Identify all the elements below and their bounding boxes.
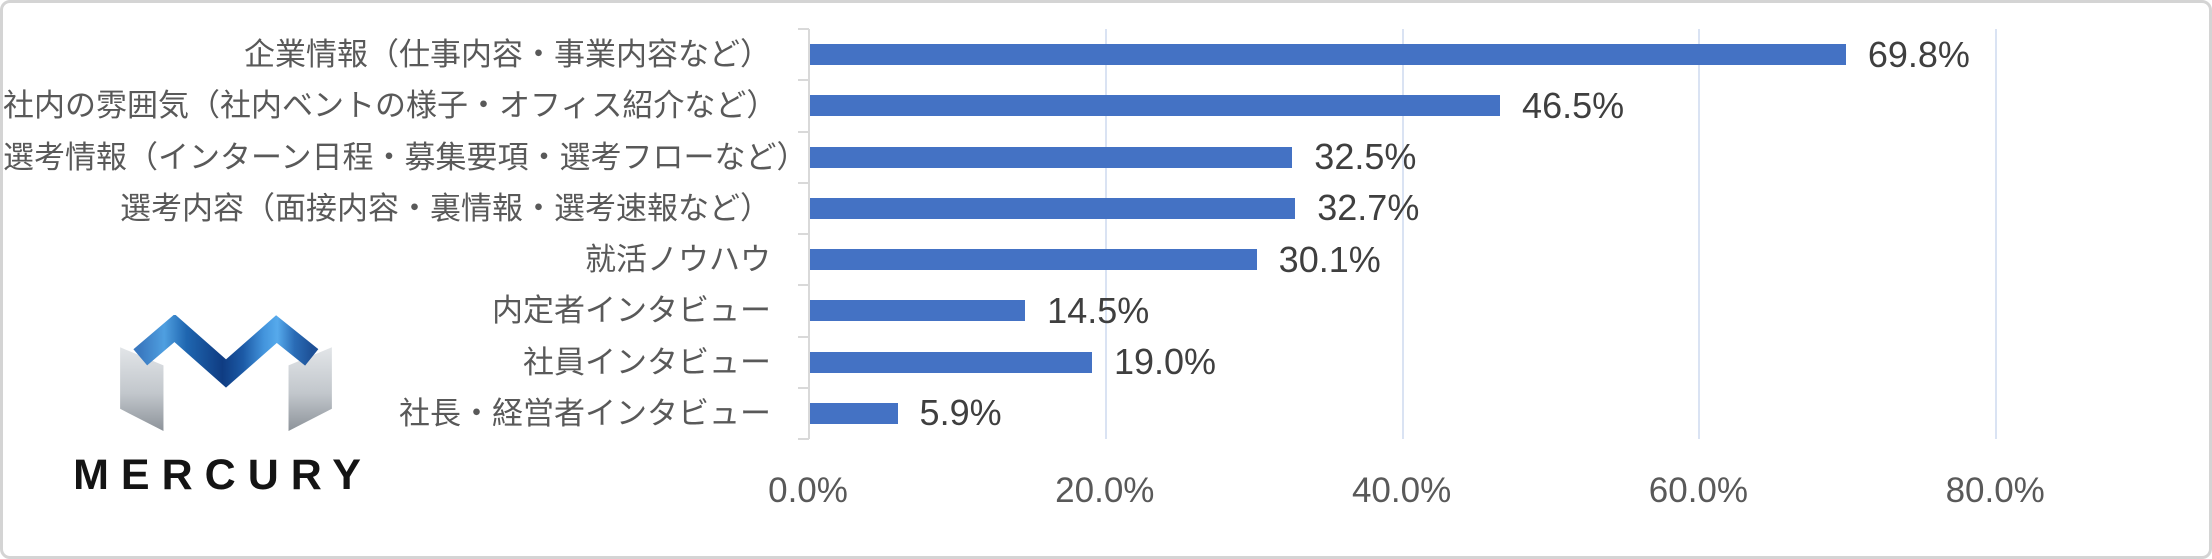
value-label: 32.7% — [1317, 187, 1420, 229]
logo-left-leg — [120, 347, 164, 431]
category-label: 選考情報（インターン日程・募集要項・選考フローなど） — [3, 139, 808, 175]
logo-blue-ribbon — [133, 315, 319, 388]
x-axis-tick-label: 80.0% — [1945, 471, 2045, 510]
bar — [810, 146, 1293, 168]
category-label: 選考内容（面接内容・裏情報・選考速報など） — [120, 190, 771, 226]
value-label: 32.5% — [1314, 136, 1417, 178]
value-label: 14.5% — [1047, 289, 1150, 331]
category-label: 社員インタビュー — [523, 344, 771, 380]
category-label: 就活ノウハウ — [585, 242, 771, 277]
axis-tick — [798, 284, 809, 287]
category-axis-line — [808, 29, 810, 439]
x-axis-tick-label: 0.0% — [768, 471, 848, 510]
axis-tick — [798, 233, 809, 235]
axis-tick — [798, 130, 809, 133]
mercury-m-icon — [120, 315, 332, 431]
bar — [810, 197, 1296, 219]
bar — [810, 402, 898, 424]
gridline — [1995, 29, 1998, 439]
category-label: 企業情報（仕事内容・事業内容など） — [244, 37, 771, 72]
bar — [810, 249, 1257, 271]
axis-tick — [798, 335, 809, 338]
mercury-logo: MERCURY — [63, 311, 383, 511]
gridline — [1401, 29, 1404, 439]
category-label: 社内の雰囲気（社内ベントの様子・オフィス紹介など） — [3, 88, 778, 124]
bar — [810, 351, 1092, 373]
bar — [810, 300, 1026, 322]
x-axis-tick-label: 20.0% — [1055, 471, 1155, 510]
category-label: 社長・経営者インタビュー — [399, 395, 771, 431]
x-axis-tick-label: 60.0% — [1648, 471, 1749, 510]
value-label: 30.1% — [1278, 238, 1381, 280]
axis-tick — [798, 438, 809, 440]
axis-tick — [798, 28, 809, 30]
axis-tick — [798, 386, 809, 389]
bar — [810, 95, 1501, 117]
value-label: 46.5% — [1522, 84, 1625, 126]
bar — [810, 44, 1846, 66]
logo-wordmark: MERCURY — [73, 451, 373, 499]
gridline — [1104, 29, 1107, 439]
category-label: 内定者インタビュー — [492, 293, 771, 329]
logo-right-leg — [288, 347, 332, 431]
value-label: 19.0% — [1113, 341, 1217, 383]
axis-tick — [798, 79, 809, 82]
value-label: 5.9% — [919, 392, 1002, 434]
chart-area: 企業情報（仕事内容・事業内容など） 69.8% 社内の雰囲気（社内ベントの様子・オフ… — [3, 3, 2209, 556]
axis-tick — [798, 181, 809, 184]
value-label: 69.8% — [1867, 33, 1970, 75]
gridline — [1698, 29, 1701, 439]
x-axis-tick-label: 40.0% — [1351, 471, 1452, 510]
